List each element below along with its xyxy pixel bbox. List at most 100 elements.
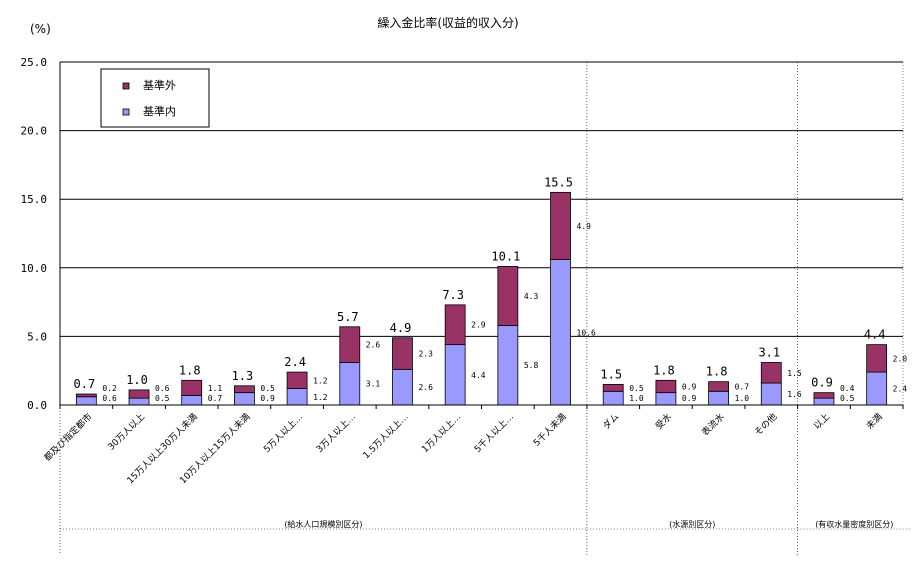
total-label: 0.9 — [811, 376, 833, 390]
bar-segment-inside — [655, 392, 677, 406]
data-label-outside: 0.6 — [155, 384, 170, 393]
category-label: 未満 — [864, 411, 885, 432]
bar-segment-inside — [286, 388, 308, 406]
data-label-outside: 1.2 — [313, 376, 328, 385]
total-label: 1.8 — [179, 363, 201, 377]
total-label: 15.5 — [544, 175, 573, 189]
data-label-outside: 4.9 — [577, 222, 592, 231]
data-label-inside: 0.5 — [155, 394, 170, 403]
legend: 基準外 基準内 — [100, 68, 210, 128]
bar-segment-inside — [708, 390, 729, 406]
y-tick-labels: 0.0 5.0 10.0 15.0 20.0 25.0 — [21, 56, 48, 412]
data-label-inside: 1.0 — [735, 394, 750, 403]
bar-segment-outside — [234, 385, 255, 394]
bar-segment-inside — [392, 368, 413, 406]
total-label: 0.7 — [74, 377, 96, 391]
bar-segment-inside — [128, 397, 150, 406]
data-label-outside: 2.9 — [471, 321, 486, 330]
category-label: 5万人以上… — [262, 411, 306, 455]
bar-segment-inside — [602, 390, 624, 406]
category-label: 都及び指定都市 — [41, 411, 94, 464]
data-label-outside: 0.5 — [629, 384, 644, 393]
category-label: 5千人以上… — [472, 411, 516, 455]
y-tick-label: 25.0 — [21, 56, 48, 69]
bar-segment-outside — [655, 379, 677, 394]
group-labels: (給水人口規模別区分) (水源別区分) (有収水量密度別区分) — [60, 519, 911, 530]
data-label-outside: 0.7 — [735, 382, 750, 391]
bar-segment-outside — [813, 392, 835, 399]
data-label-inside: 1.6 — [787, 390, 802, 399]
y-tick-label: 5.0 — [27, 330, 47, 343]
bar-segment-outside — [286, 371, 308, 389]
category-label: その他 — [752, 411, 780, 439]
category-label: 30万人以上 — [106, 411, 147, 452]
bar-segment-inside — [866, 371, 888, 406]
data-label-inside: 2.6 — [418, 383, 433, 392]
total-label: 1.3 — [232, 369, 254, 383]
data-label-outside: 2.0 — [893, 354, 908, 363]
bar-segment-outside — [181, 379, 203, 396]
total-label: 4.9 — [390, 321, 412, 335]
bar-segment-outside — [128, 389, 150, 399]
legend-swatch-outside — [122, 82, 130, 90]
bar-segment-inside — [444, 344, 466, 406]
data-label-inside: 0.5 — [840, 394, 855, 403]
data-label-inside: 0.6 — [102, 394, 117, 403]
data-label-inside: 1.2 — [313, 393, 328, 402]
bar-segment-inside — [497, 325, 519, 406]
bar-segment-outside — [339, 326, 361, 363]
bar-segment-inside — [181, 394, 203, 406]
category-label: 1万人以上… — [420, 411, 464, 455]
bars: 0.60.20.70.50.61.00.71.11.80.90.51.31.21… — [74, 175, 908, 406]
total-label: 2.4 — [284, 355, 306, 369]
bar-segment-inside — [75, 396, 97, 406]
total-label: 1.8 — [653, 363, 675, 377]
legend-label-outside: 基準外 — [143, 78, 176, 92]
category-label: ダム — [600, 411, 621, 432]
data-label-inside: 5.8 — [524, 361, 539, 370]
data-label-inside: 0.9 — [260, 394, 275, 403]
y-tick-label: 15.0 — [21, 193, 48, 206]
bar-segment-outside — [392, 337, 413, 370]
group-label: (有収水量密度別区分) — [815, 519, 893, 529]
total-label: 4.4 — [864, 328, 886, 342]
bar-segment-outside — [708, 381, 729, 392]
y-axis-label: (%) — [30, 22, 51, 36]
bar-segment-inside — [813, 397, 835, 406]
data-label-inside: 2.4 — [893, 385, 908, 394]
category-label: 3万人以上… — [314, 411, 358, 455]
y-tick-label: 20.0 — [21, 125, 48, 138]
total-label: 1.8 — [706, 365, 728, 379]
data-label-inside: 0.7 — [208, 394, 223, 403]
data-label-outside: 0.5 — [260, 384, 275, 393]
category-label: 表流水 — [699, 411, 727, 439]
bar-segment-inside — [760, 382, 782, 406]
bar-segment-outside — [497, 266, 519, 326]
group-label: (水源別区分) — [669, 519, 715, 529]
data-label-inside: 0.9 — [682, 394, 697, 403]
bar-segment-outside — [550, 191, 571, 260]
total-label: 3.1 — [758, 345, 780, 359]
bar-segment-outside — [444, 304, 466, 346]
data-label-outside: 0.9 — [682, 382, 697, 391]
data-label-inside: 1.0 — [629, 394, 644, 403]
data-label-inside: 3.1 — [366, 380, 381, 389]
total-label: 5.7 — [337, 310, 359, 324]
bar-segment-inside — [339, 362, 361, 406]
category-label: 1.5万人以上… — [361, 411, 411, 461]
bar-segment-inside — [550, 259, 571, 406]
data-label-inside: 10.6 — [577, 328, 596, 337]
data-label-outside: 1.5 — [787, 369, 802, 378]
data-label-outside: 0.2 — [102, 384, 117, 393]
group-separators — [59, 62, 798, 555]
legend-box — [100, 68, 210, 128]
bar-segment-outside — [602, 384, 624, 392]
data-label-outside: 2.6 — [366, 341, 381, 350]
category-label: 受水 — [653, 411, 674, 432]
data-label-outside: 2.3 — [418, 350, 433, 359]
category-label: 5千人未満 — [531, 411, 569, 449]
bar-segment-outside — [866, 344, 888, 373]
chart-title: 繰入金比率(収益的収入分) — [377, 15, 518, 30]
y-tick-label: 0.0 — [27, 399, 47, 412]
